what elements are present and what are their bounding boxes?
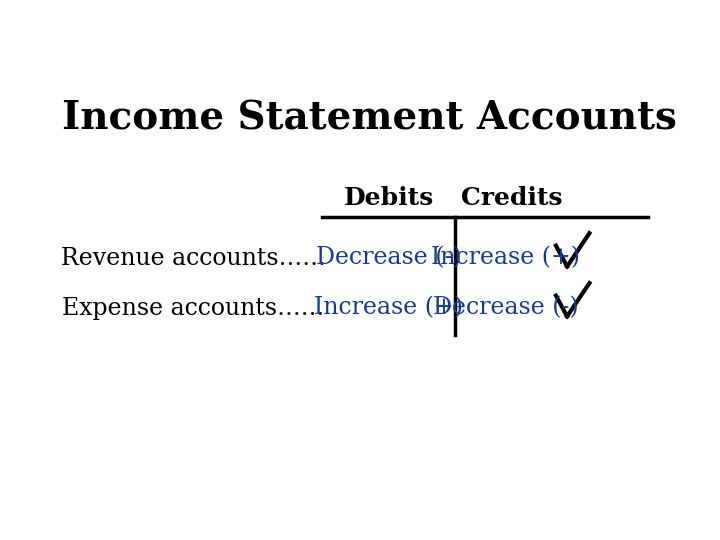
Text: Increase (+): Increase (+): [431, 247, 580, 269]
Text: Debits: Debits: [343, 186, 433, 210]
Text: Expense accounts……: Expense accounts……: [62, 296, 325, 320]
Text: Decrease (-): Decrease (-): [433, 296, 579, 320]
Text: Decrease (-): Decrease (-): [315, 247, 462, 269]
Text: Credits: Credits: [461, 186, 562, 210]
Text: Increase (+): Increase (+): [314, 296, 463, 320]
Text: Revenue accounts……: Revenue accounts……: [60, 247, 325, 269]
Text: Income Statement Accounts: Income Statement Accounts: [62, 100, 676, 138]
